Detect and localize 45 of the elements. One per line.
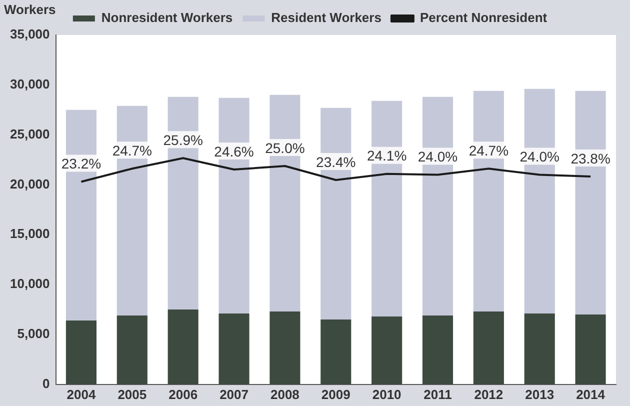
bar (66, 320, 97, 384)
x-tick-label: 2014 (576, 386, 606, 402)
bar (473, 312, 504, 384)
bar (320, 320, 352, 384)
data-label: 23.8% (570, 150, 610, 166)
bar (372, 316, 402, 384)
bar (270, 312, 300, 384)
data-label: 24.7% (468, 142, 509, 159)
x-tick-label: 2005 (118, 386, 147, 402)
bar (168, 310, 198, 384)
legend-label: Percent Nonresident (420, 10, 548, 26)
data-label: 24.1% (366, 148, 407, 164)
x-tick-label: 2009 (321, 386, 350, 402)
y-tick-label: 20,000 (10, 176, 50, 192)
data-label: 24.7% (112, 142, 152, 159)
y-tick-label: 25,000 (10, 126, 50, 142)
x-tick-label: 2006 (168, 386, 198, 402)
y-tick-label: 30,000 (10, 76, 50, 92)
x-tick-label: 2013 (525, 386, 554, 402)
y-tick-label: 35,000 (10, 26, 50, 42)
bar (116, 316, 148, 384)
data-label: 24.0% (520, 148, 560, 165)
y-tick-label: 5,000 (17, 326, 50, 342)
y-axis-title: Workers (4, 2, 56, 18)
y-tick-label: 15,000 (10, 226, 50, 242)
data-label: 23.2% (61, 156, 102, 172)
bar (422, 316, 454, 384)
data-label: 23.4% (316, 154, 356, 170)
bar (524, 314, 555, 384)
legend-label: Nonresident Workers (101, 10, 233, 26)
legend-label: Resident Workers (271, 10, 382, 26)
x-tick-label: 2010 (372, 386, 402, 402)
x-tick-label: 2011 (424, 386, 452, 402)
data-label: 24.6% (214, 143, 254, 160)
data-label: 24.0% (418, 148, 458, 165)
x-tick-label: 2008 (270, 386, 300, 402)
y-tick-label: 0 (42, 376, 50, 391)
bar (218, 314, 250, 384)
bar (575, 314, 606, 384)
y-tick-label: 10,000 (10, 276, 50, 292)
data-label: 25.9% (163, 132, 203, 148)
data-label: 25.0% (265, 140, 305, 156)
x-tick-label: 2012 (474, 386, 504, 402)
x-tick-label: 2007 (220, 386, 248, 402)
x-tick-label: 2004 (66, 386, 96, 402)
